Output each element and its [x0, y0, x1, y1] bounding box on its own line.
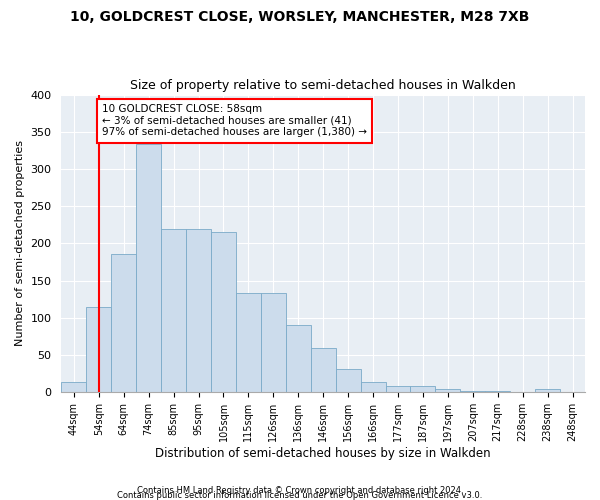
Bar — [211, 232, 236, 392]
Bar — [311, 348, 335, 393]
Text: 10 GOLDCREST CLOSE: 58sqm
← 3% of semi-detached houses are smaller (41)
97% of s: 10 GOLDCREST CLOSE: 58sqm ← 3% of semi-d… — [102, 104, 367, 138]
Bar — [286, 324, 311, 392]
Text: Contains HM Land Registry data © Crown copyright and database right 2024.: Contains HM Land Registry data © Crown c… — [137, 486, 463, 495]
X-axis label: Distribution of semi-detached houses by size in Walkden: Distribution of semi-detached houses by … — [155, 447, 491, 460]
Y-axis label: Number of semi-detached properties: Number of semi-detached properties — [15, 140, 25, 346]
Bar — [236, 294, 261, 392]
Bar — [361, 382, 386, 392]
Bar — [410, 386, 436, 392]
Bar — [136, 144, 161, 392]
Bar — [86, 306, 111, 392]
Bar — [161, 228, 186, 392]
Bar — [460, 391, 485, 392]
Bar — [186, 228, 211, 392]
Bar — [386, 386, 410, 392]
Bar — [335, 370, 361, 392]
Bar — [535, 390, 560, 392]
Bar — [436, 390, 460, 392]
Bar — [261, 294, 286, 392]
Bar — [111, 254, 136, 392]
Bar — [61, 382, 86, 392]
Title: Size of property relative to semi-detached houses in Walkden: Size of property relative to semi-detach… — [130, 79, 516, 92]
Bar — [485, 391, 510, 392]
Text: Contains public sector information licensed under the Open Government Licence v3: Contains public sector information licen… — [118, 491, 482, 500]
Text: 10, GOLDCREST CLOSE, WORSLEY, MANCHESTER, M28 7XB: 10, GOLDCREST CLOSE, WORSLEY, MANCHESTER… — [70, 10, 530, 24]
